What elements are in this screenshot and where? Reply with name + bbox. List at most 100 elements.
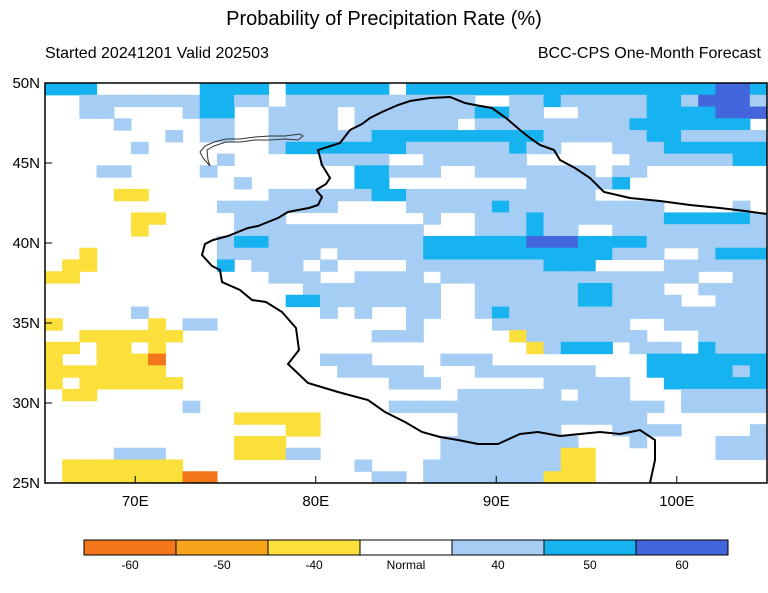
colorbar-swatch [451,539,545,556]
grid-cell [577,94,596,108]
grid-cell [337,153,356,166]
map-title: Probability of Precipitation Rate (%) [226,8,542,30]
grid-cell [715,83,734,96]
grid-cell [509,471,527,483]
grid-cell [715,224,734,237]
grid-cell [423,200,441,214]
grid-cell [406,83,424,96]
grid-cell [526,330,545,343]
grid-cell [543,247,562,261]
grid-cell [663,118,682,131]
grid-cell [388,235,407,249]
grid-cell [732,306,751,319]
grid-cell [199,94,218,108]
grid-cell [234,200,252,214]
grid-cell [268,200,287,214]
grid-cell [113,365,132,378]
grid-cell [268,224,287,237]
grid-cell [285,130,304,143]
grid-cell [268,435,287,449]
grid-cell [749,424,767,437]
grid-cell [749,224,767,237]
grid-cell [457,83,476,96]
grid-cell [354,153,373,166]
grid-cell [79,459,98,472]
grid-cell [509,283,527,296]
grid-cell [509,330,527,343]
colorbar-label: 60 [675,558,689,572]
latitude-labels: 50N 45N 40N 35N 30N 25N [12,75,40,492]
grid-cell [732,400,751,414]
grid-cell [79,377,98,390]
grid-cell [577,247,596,261]
grid-cell [130,377,149,390]
grid-cell [79,106,98,119]
grid-cell [457,141,476,155]
grid-cell [285,259,304,272]
grid-cell [234,83,252,96]
grid-cell [715,247,734,261]
grid-cell [440,471,459,483]
grid-cell [509,435,527,449]
grid-cell [595,377,613,390]
grid-cell [491,106,510,119]
grid-cell [491,318,510,331]
grid-cell [320,130,338,143]
grid-cell [612,388,631,402]
grid-cell [749,106,767,119]
grid-cell [45,83,63,96]
grid-cell [302,294,321,308]
grid-cell [715,283,734,296]
grid-cell [577,447,596,461]
grid-cell [663,259,682,272]
grid-cell [406,271,424,284]
grid-cell [595,118,613,131]
grid-cell [371,330,390,343]
grid-cell [595,271,613,284]
grid-cell [612,294,631,308]
grid-cell [423,400,441,414]
grid-cell [130,141,149,155]
grid-cell [749,94,767,108]
grid-cell [96,341,115,355]
grid-cell [457,412,476,425]
grid-cell [698,330,717,343]
grid-cell [302,424,321,437]
grid-cell [45,353,63,366]
grid-cell [560,165,579,178]
grid-cell [406,235,424,249]
grid-cell [646,141,665,155]
grid-cell [440,400,459,414]
grid-cell [320,200,338,214]
grid-cell [302,283,321,296]
grid-cell [543,165,562,178]
grid-cell [268,447,287,461]
grid-cell [371,177,390,190]
grid-cell [698,141,717,155]
grid-cell [646,94,665,108]
grid-cell [354,118,373,131]
grid-cell [595,400,613,414]
grid-cell [251,412,270,425]
grid-cell [732,118,751,131]
grid-cell [663,294,682,308]
grid-cell [577,118,596,131]
grid-cell [595,212,613,225]
grid-cell [371,235,390,249]
grid-cell [371,130,390,143]
grid-cell [715,400,734,414]
grid-cell [388,294,407,308]
grid-cell [595,388,613,402]
grid-cell [715,435,734,449]
colorbar-label: -40 [305,558,323,572]
grid-cell [440,130,459,143]
grid-cell [285,141,304,155]
grid-cell [595,306,613,319]
grid-cell [148,353,166,366]
grid-cell [406,130,424,143]
grid-cell [474,459,493,472]
grid-cell [612,283,631,296]
grid-cell [457,459,476,472]
grid-cell [79,330,98,343]
grid-cell [302,412,321,425]
